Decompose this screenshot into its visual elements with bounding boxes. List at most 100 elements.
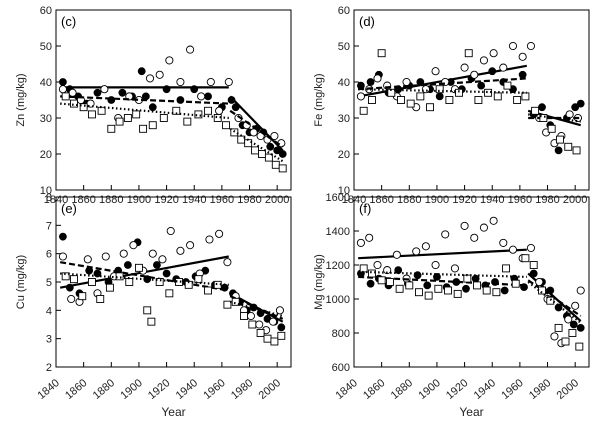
x-axis-title: Year bbox=[161, 405, 185, 419]
trend-line-dotted bbox=[358, 270, 527, 278]
data-point-open bbox=[518, 52, 527, 61]
x-tick-label: 1900 bbox=[118, 377, 144, 402]
data-point-square bbox=[175, 278, 183, 286]
y-tick-label: 30 bbox=[338, 113, 350, 125]
data-point-square bbox=[87, 278, 96, 286]
data-point-open bbox=[101, 252, 110, 261]
data-point-square bbox=[513, 96, 522, 104]
y-tick-label: 20 bbox=[40, 149, 52, 161]
data-point-square bbox=[134, 263, 143, 272]
data-point-open bbox=[148, 249, 157, 258]
data-point-open bbox=[431, 67, 440, 76]
data-point-square bbox=[78, 292, 87, 301]
data-point-square bbox=[395, 284, 404, 293]
data-point-square bbox=[125, 278, 134, 286]
data-point-filled bbox=[529, 269, 538, 278]
data-point-square bbox=[564, 142, 573, 151]
y-tick-label: 1400 bbox=[326, 226, 350, 238]
data-point-square bbox=[271, 160, 280, 169]
data-point-filled bbox=[137, 67, 146, 76]
data-point-open bbox=[470, 70, 479, 79]
data-point-square bbox=[96, 295, 105, 303]
plot-frame bbox=[353, 9, 590, 191]
data-point-open bbox=[460, 221, 469, 230]
data-point-square bbox=[213, 114, 222, 122]
data-point-open bbox=[223, 258, 232, 267]
data-point-square bbox=[539, 114, 548, 122]
x-tick-label: 1980 bbox=[229, 377, 255, 402]
data-point-open bbox=[421, 242, 430, 251]
y-tick-label: 2 bbox=[46, 362, 52, 374]
data-point-square bbox=[529, 261, 538, 269]
panel-label: (e) bbox=[61, 201, 77, 216]
x-tick-label: 1960 bbox=[210, 194, 234, 206]
x-tick-label: 1920 bbox=[444, 377, 470, 402]
data-point-filled bbox=[366, 279, 375, 288]
data-point-square bbox=[264, 153, 273, 162]
data-point-filled bbox=[423, 281, 432, 290]
data-point-open bbox=[268, 317, 278, 326]
data-point-open bbox=[58, 252, 67, 261]
data-point-filled bbox=[554, 146, 563, 155]
data-point-square bbox=[277, 331, 286, 340]
x-tick-label: 1920 bbox=[146, 377, 172, 402]
data-point-square bbox=[502, 264, 511, 273]
data-point-square bbox=[554, 323, 563, 332]
data-point-open bbox=[356, 238, 365, 247]
panel-label: (d) bbox=[359, 14, 375, 29]
series-open-circle bbox=[356, 41, 582, 148]
data-point-square bbox=[575, 342, 584, 351]
y-tick-label: 8 bbox=[46, 192, 52, 204]
data-point-open bbox=[508, 245, 518, 254]
y-tick-label: 3 bbox=[46, 334, 52, 346]
data-point-open bbox=[166, 226, 175, 236]
data-point-open bbox=[535, 277, 544, 287]
trend-line-dotted bbox=[527, 281, 582, 324]
x-tick-label: 1900 bbox=[425, 194, 449, 206]
data-point-open bbox=[176, 77, 185, 87]
data-point-square bbox=[139, 124, 148, 133]
x-tick-label: 1960 bbox=[499, 377, 525, 402]
data-point-square bbox=[493, 92, 502, 101]
data-point-open bbox=[441, 230, 450, 239]
x-axis-title: Year bbox=[459, 405, 483, 419]
data-point-square bbox=[521, 92, 530, 101]
data-point-square bbox=[464, 49, 473, 58]
x-tick-label: 1900 bbox=[416, 377, 442, 402]
data-point-open bbox=[489, 49, 498, 58]
data-point-square bbox=[503, 81, 512, 90]
data-point-filled bbox=[266, 142, 275, 151]
data-point-square bbox=[256, 329, 265, 337]
data-point-open bbox=[155, 70, 164, 79]
data-point-square bbox=[105, 283, 114, 292]
x-tick-label: 1940 bbox=[480, 194, 504, 206]
data-point-filled bbox=[435, 92, 444, 101]
data-point-filled bbox=[123, 261, 132, 269]
data-point-open bbox=[58, 85, 67, 94]
data-point-square bbox=[547, 124, 556, 133]
y-axis-title: Fe (mg/kg) bbox=[313, 73, 325, 126]
data-point-square bbox=[455, 88, 464, 97]
data-point-square bbox=[278, 164, 287, 173]
x-tick-label: 1980 bbox=[237, 194, 261, 206]
data-point-square bbox=[123, 114, 132, 122]
data-point-filled bbox=[462, 284, 470, 293]
series-open-square bbox=[60, 263, 286, 346]
y-tick-label: 20 bbox=[338, 149, 350, 161]
series-open-square bbox=[60, 92, 287, 173]
data-point-open bbox=[68, 88, 77, 97]
data-point-filled bbox=[273, 146, 282, 155]
plot-frame bbox=[55, 9, 292, 191]
data-point-open bbox=[246, 311, 255, 321]
y-tick-label: 60 bbox=[338, 5, 350, 17]
data-point-square bbox=[385, 278, 394, 286]
data-point-filled bbox=[576, 99, 585, 108]
x-tick-label: 1860 bbox=[361, 377, 387, 402]
data-point-open bbox=[186, 45, 195, 54]
data-point-square bbox=[561, 337, 570, 346]
x-tick-label: 1880 bbox=[91, 377, 117, 402]
data-point-open bbox=[373, 260, 382, 270]
data-point-filled bbox=[277, 323, 286, 332]
series-open-circle bbox=[58, 45, 286, 148]
